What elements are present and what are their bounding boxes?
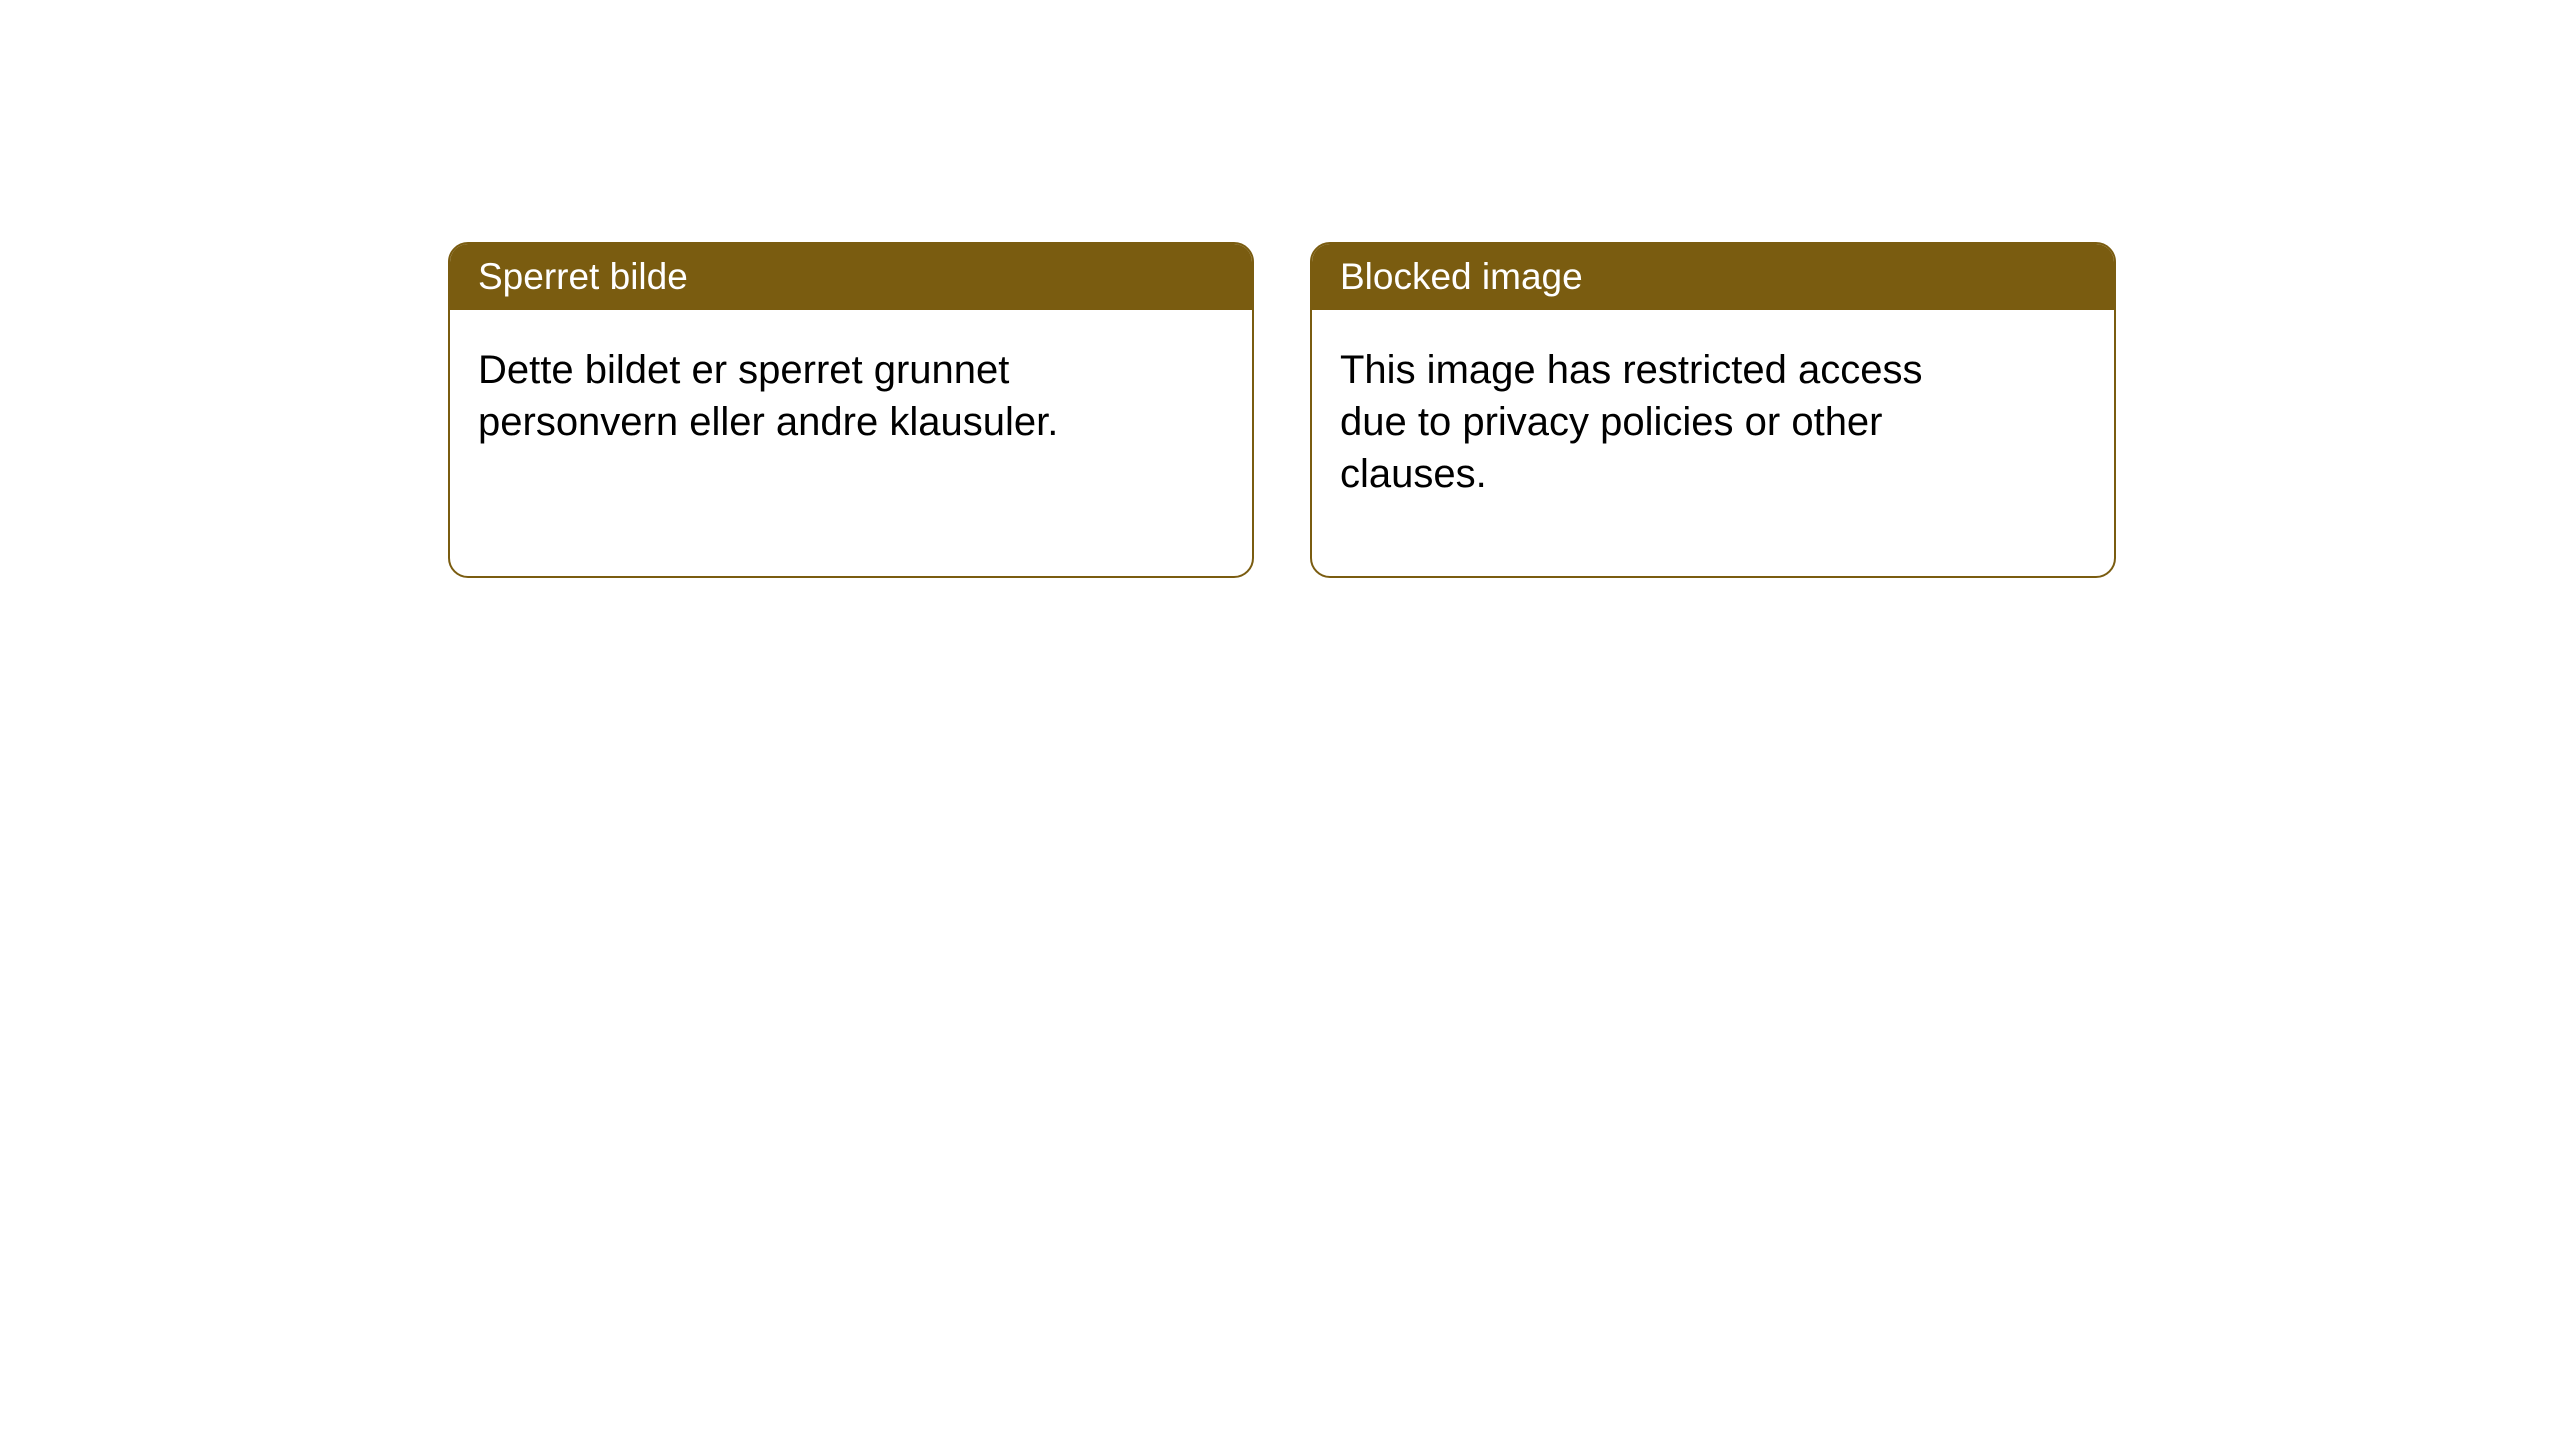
blocked-image-card-en: Blocked image This image has restricted …	[1310, 242, 2116, 578]
card-body-no: Dette bildet er sperret grunnet personve…	[450, 310, 1150, 482]
card-header-en: Blocked image	[1312, 244, 2114, 310]
card-header-no: Sperret bilde	[450, 244, 1252, 310]
blocked-image-card-no: Sperret bilde Dette bildet er sperret gr…	[448, 242, 1254, 578]
card-container: Sperret bilde Dette bildet er sperret gr…	[0, 0, 2560, 578]
card-message-no: Dette bildet er sperret grunnet personve…	[478, 348, 1058, 444]
card-body-en: This image has restricted access due to …	[1312, 310, 2012, 534]
card-message-en: This image has restricted access due to …	[1340, 348, 1922, 496]
card-title-no: Sperret bilde	[478, 256, 688, 297]
card-title-en: Blocked image	[1340, 256, 1583, 297]
